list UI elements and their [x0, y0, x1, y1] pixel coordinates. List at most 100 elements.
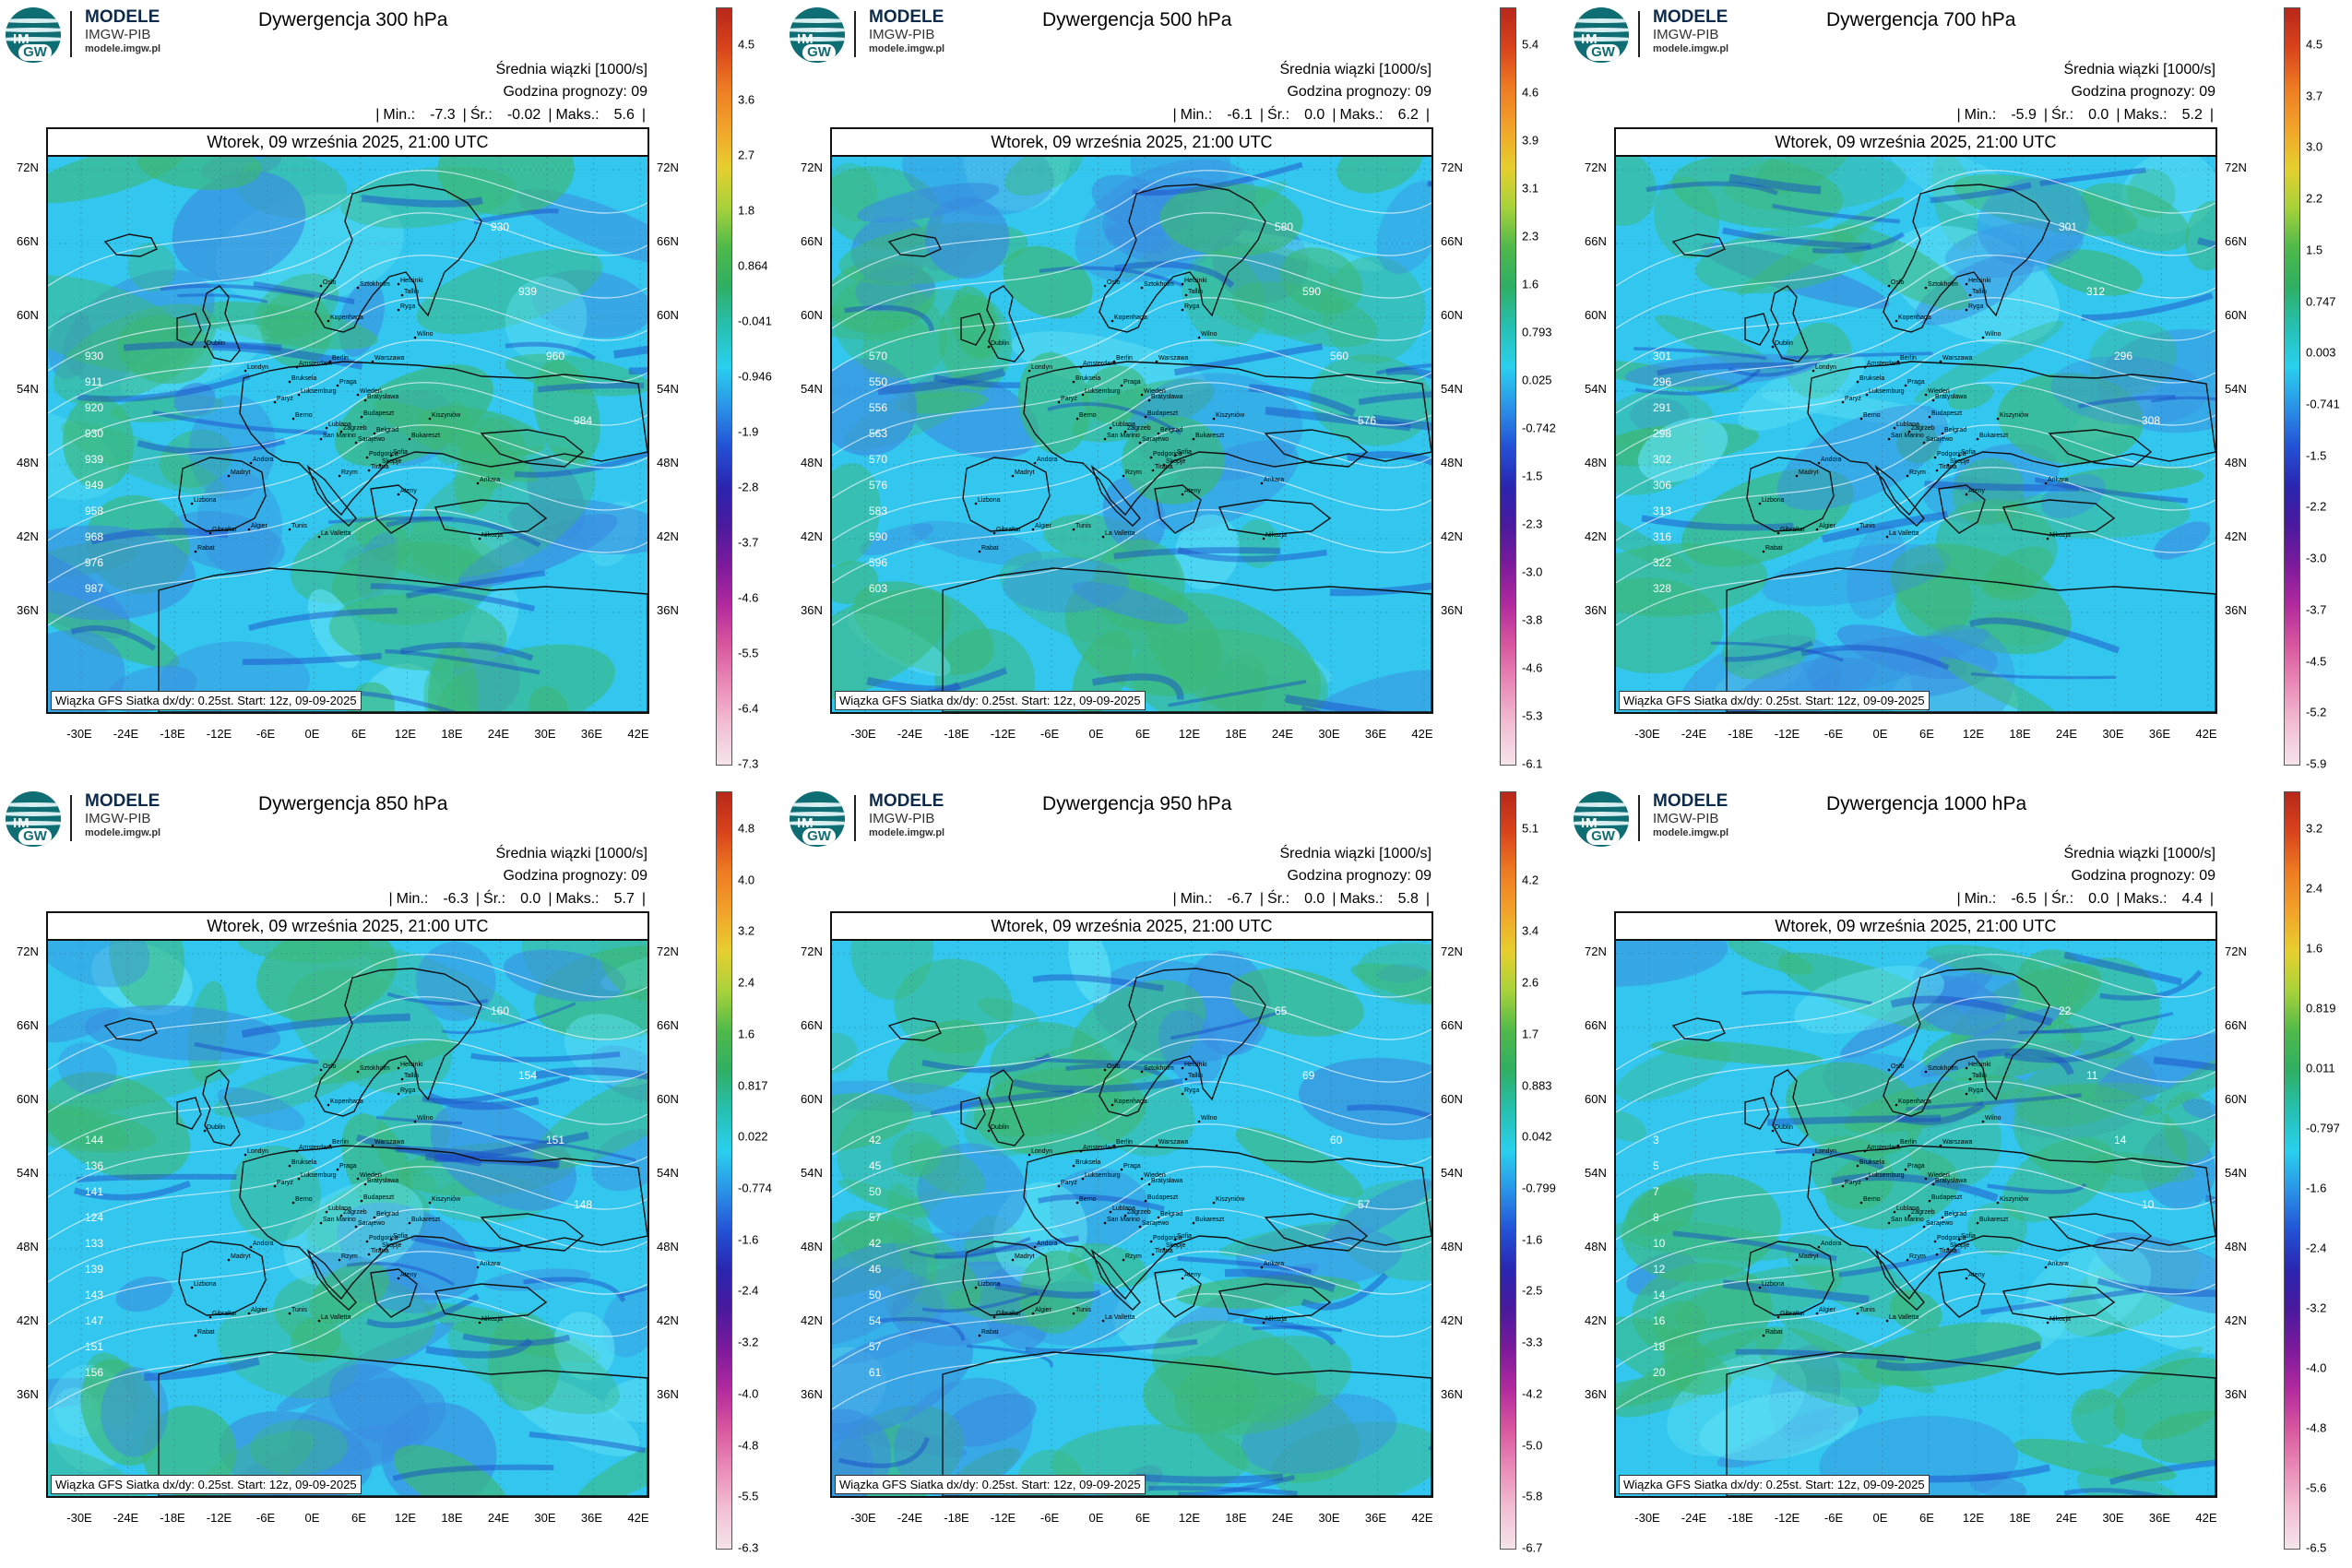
- city-label: Ryga: [1968, 1087, 1983, 1094]
- isoline-label: 60: [1330, 1134, 1343, 1146]
- city-marker: [1976, 437, 1979, 441]
- lon-label: 18E: [2009, 1511, 2031, 1525]
- coastline: [887, 233, 942, 257]
- lon-label: 12E: [1178, 1511, 1201, 1525]
- forecast-hour: Godzina prognozy: 09: [503, 84, 647, 100]
- lat-label-right: 54N: [657, 382, 679, 396]
- city-marker: [413, 336, 417, 339]
- colorbar-tick-label: -1.5: [1522, 469, 1543, 483]
- city-label: Rabat: [981, 1329, 999, 1336]
- city-marker: [291, 417, 295, 421]
- colorbar-tick-label: 3.7: [2306, 89, 2323, 103]
- city-marker: [1906, 474, 1909, 478]
- city-marker: [288, 528, 291, 531]
- colorbar-tick-label: -1.6: [2306, 1181, 2327, 1195]
- colorbar-tick-label: 5.4: [1522, 37, 1539, 52]
- capital-cities: Oslo Sztokholm Helsinki Tallin Ryga Wilno Kope…: [1758, 1062, 2071, 1337]
- coastline: [315, 968, 482, 1117]
- city-label: Bruksela: [291, 375, 316, 382]
- model-credit: Wiązka GFS Siatka dx/dy: 0.25st. Start: …: [835, 1475, 1146, 1494]
- isoline-label: 18: [1653, 1340, 1666, 1353]
- city-marker: [1893, 1210, 1896, 1214]
- lon-label: 6E: [1919, 1511, 1934, 1525]
- city-label: Kopenhaga: [1114, 1099, 1147, 1105]
- city-marker: [1968, 293, 1972, 297]
- city-label: Wilno: [417, 331, 434, 338]
- city-marker: [1907, 430, 1911, 434]
- colorbar-tick-label: -5.2: [2306, 705, 2327, 719]
- lat-label-left: 54N: [1585, 1166, 1607, 1180]
- city-label: Madryt: [1799, 469, 1818, 476]
- lat-label-right: 72N: [657, 944, 679, 958]
- lat-label-right: 42N: [1441, 1313, 1463, 1327]
- city-label: Londyn: [1031, 364, 1052, 371]
- lat-label-right: 60N: [2225, 308, 2247, 322]
- isoline-label: 141: [85, 1185, 103, 1198]
- city-label: Wilno: [417, 1115, 434, 1122]
- city-label: Praga: [339, 379, 357, 386]
- lat-label-left: 36N: [801, 603, 823, 617]
- city-label: Amsterdam: [1867, 1145, 1900, 1151]
- colorbar-tick-label: 3.1: [1522, 181, 1539, 196]
- height-isolines: 3 5 7 8 10 12 14 16 18 20 22 11 14 10: [1615, 954, 2216, 1410]
- city-marker: [1776, 531, 1780, 535]
- isoline-label: 960: [546, 350, 564, 362]
- stats-line: | Min.: -5.9 | Śr.: 0.0 | Maks.: 5.2 |: [1954, 107, 2215, 124]
- city-label: Skopje: [1950, 458, 1970, 465]
- city-marker: [371, 360, 374, 363]
- stats-value: 5.7: [613, 891, 635, 907]
- model-credit: Wiązka GFS Siatka dx/dy: 0.25st. Start: …: [51, 691, 362, 710]
- city-marker: [1856, 1164, 1859, 1168]
- lat-label-left: 72N: [17, 944, 39, 958]
- lat-label-right: 72N: [2225, 944, 2247, 958]
- city-marker: [1122, 1258, 1125, 1262]
- lat-label-left: 66N: [17, 234, 39, 248]
- city-marker: [244, 369, 247, 373]
- lon-label: -12E: [206, 1511, 232, 1525]
- city-label: La Valletta: [1105, 530, 1135, 537]
- colorbar: [716, 7, 732, 766]
- city-marker: [1081, 1177, 1085, 1181]
- forecast-date: Wtorek, 09 września 2025, 21:00 UTC: [832, 913, 1431, 941]
- city-label: Rzym: [1125, 1253, 1142, 1260]
- city-marker: [367, 469, 371, 472]
- city-marker: [1109, 1210, 1112, 1214]
- lon-label: 24E: [1271, 727, 1294, 741]
- city-marker: [1841, 1184, 1845, 1188]
- colorbar-tick-label: -2.8: [738, 480, 759, 494]
- colorbar-tick-label: -3.8: [1522, 612, 1543, 627]
- colorbar-tick-label: -0.946: [738, 369, 772, 384]
- forecast-date: Wtorek, 09 września 2025, 21:00 UTC: [832, 129, 1431, 157]
- isoline-label: 151: [85, 1340, 103, 1353]
- city-label: Wiedeń: [360, 1172, 382, 1179]
- city-marker: [397, 493, 400, 496]
- city-marker: [325, 426, 328, 430]
- city-label: Berno: [1079, 1196, 1097, 1203]
- city-label: Rabat: [1765, 1329, 1783, 1336]
- isoline-label: 313: [1653, 505, 1671, 517]
- isoline-label: 57: [869, 1211, 882, 1224]
- colorbar-tick-label: 3.4: [1522, 923, 1539, 938]
- city-label: Gibraltar: [212, 527, 238, 533]
- city-marker: [397, 308, 400, 312]
- city-label: Lublana: [1896, 1206, 1919, 1212]
- isoline-label: 316: [1653, 530, 1671, 543]
- lat-label-right: 66N: [1441, 1018, 1463, 1032]
- stats-divider: |: [2043, 107, 2049, 123]
- city-marker: [356, 1177, 360, 1181]
- coastline: [887, 1017, 942, 1041]
- city-marker: [1996, 417, 2000, 421]
- isoline-label: 57: [869, 1340, 882, 1353]
- city-marker: [1904, 1168, 1907, 1171]
- brand-name: MODELE: [869, 791, 944, 811]
- stats-line: | Min.: -6.7 | Śr.: 0.0 | Maks.: 5.8 |: [1170, 891, 1431, 908]
- stats-divider: |: [641, 107, 646, 123]
- city-marker: [317, 1319, 321, 1323]
- city-label: Tallin: [404, 289, 419, 295]
- city-marker: [2044, 1265, 2048, 1269]
- stats-divider: |: [2209, 107, 2214, 123]
- city-marker: [363, 398, 367, 402]
- lat-label-left: 48N: [17, 456, 39, 469]
- lat-label-left: 66N: [1585, 1018, 1607, 1032]
- colorbar-tick-label: 2.4: [738, 975, 755, 990]
